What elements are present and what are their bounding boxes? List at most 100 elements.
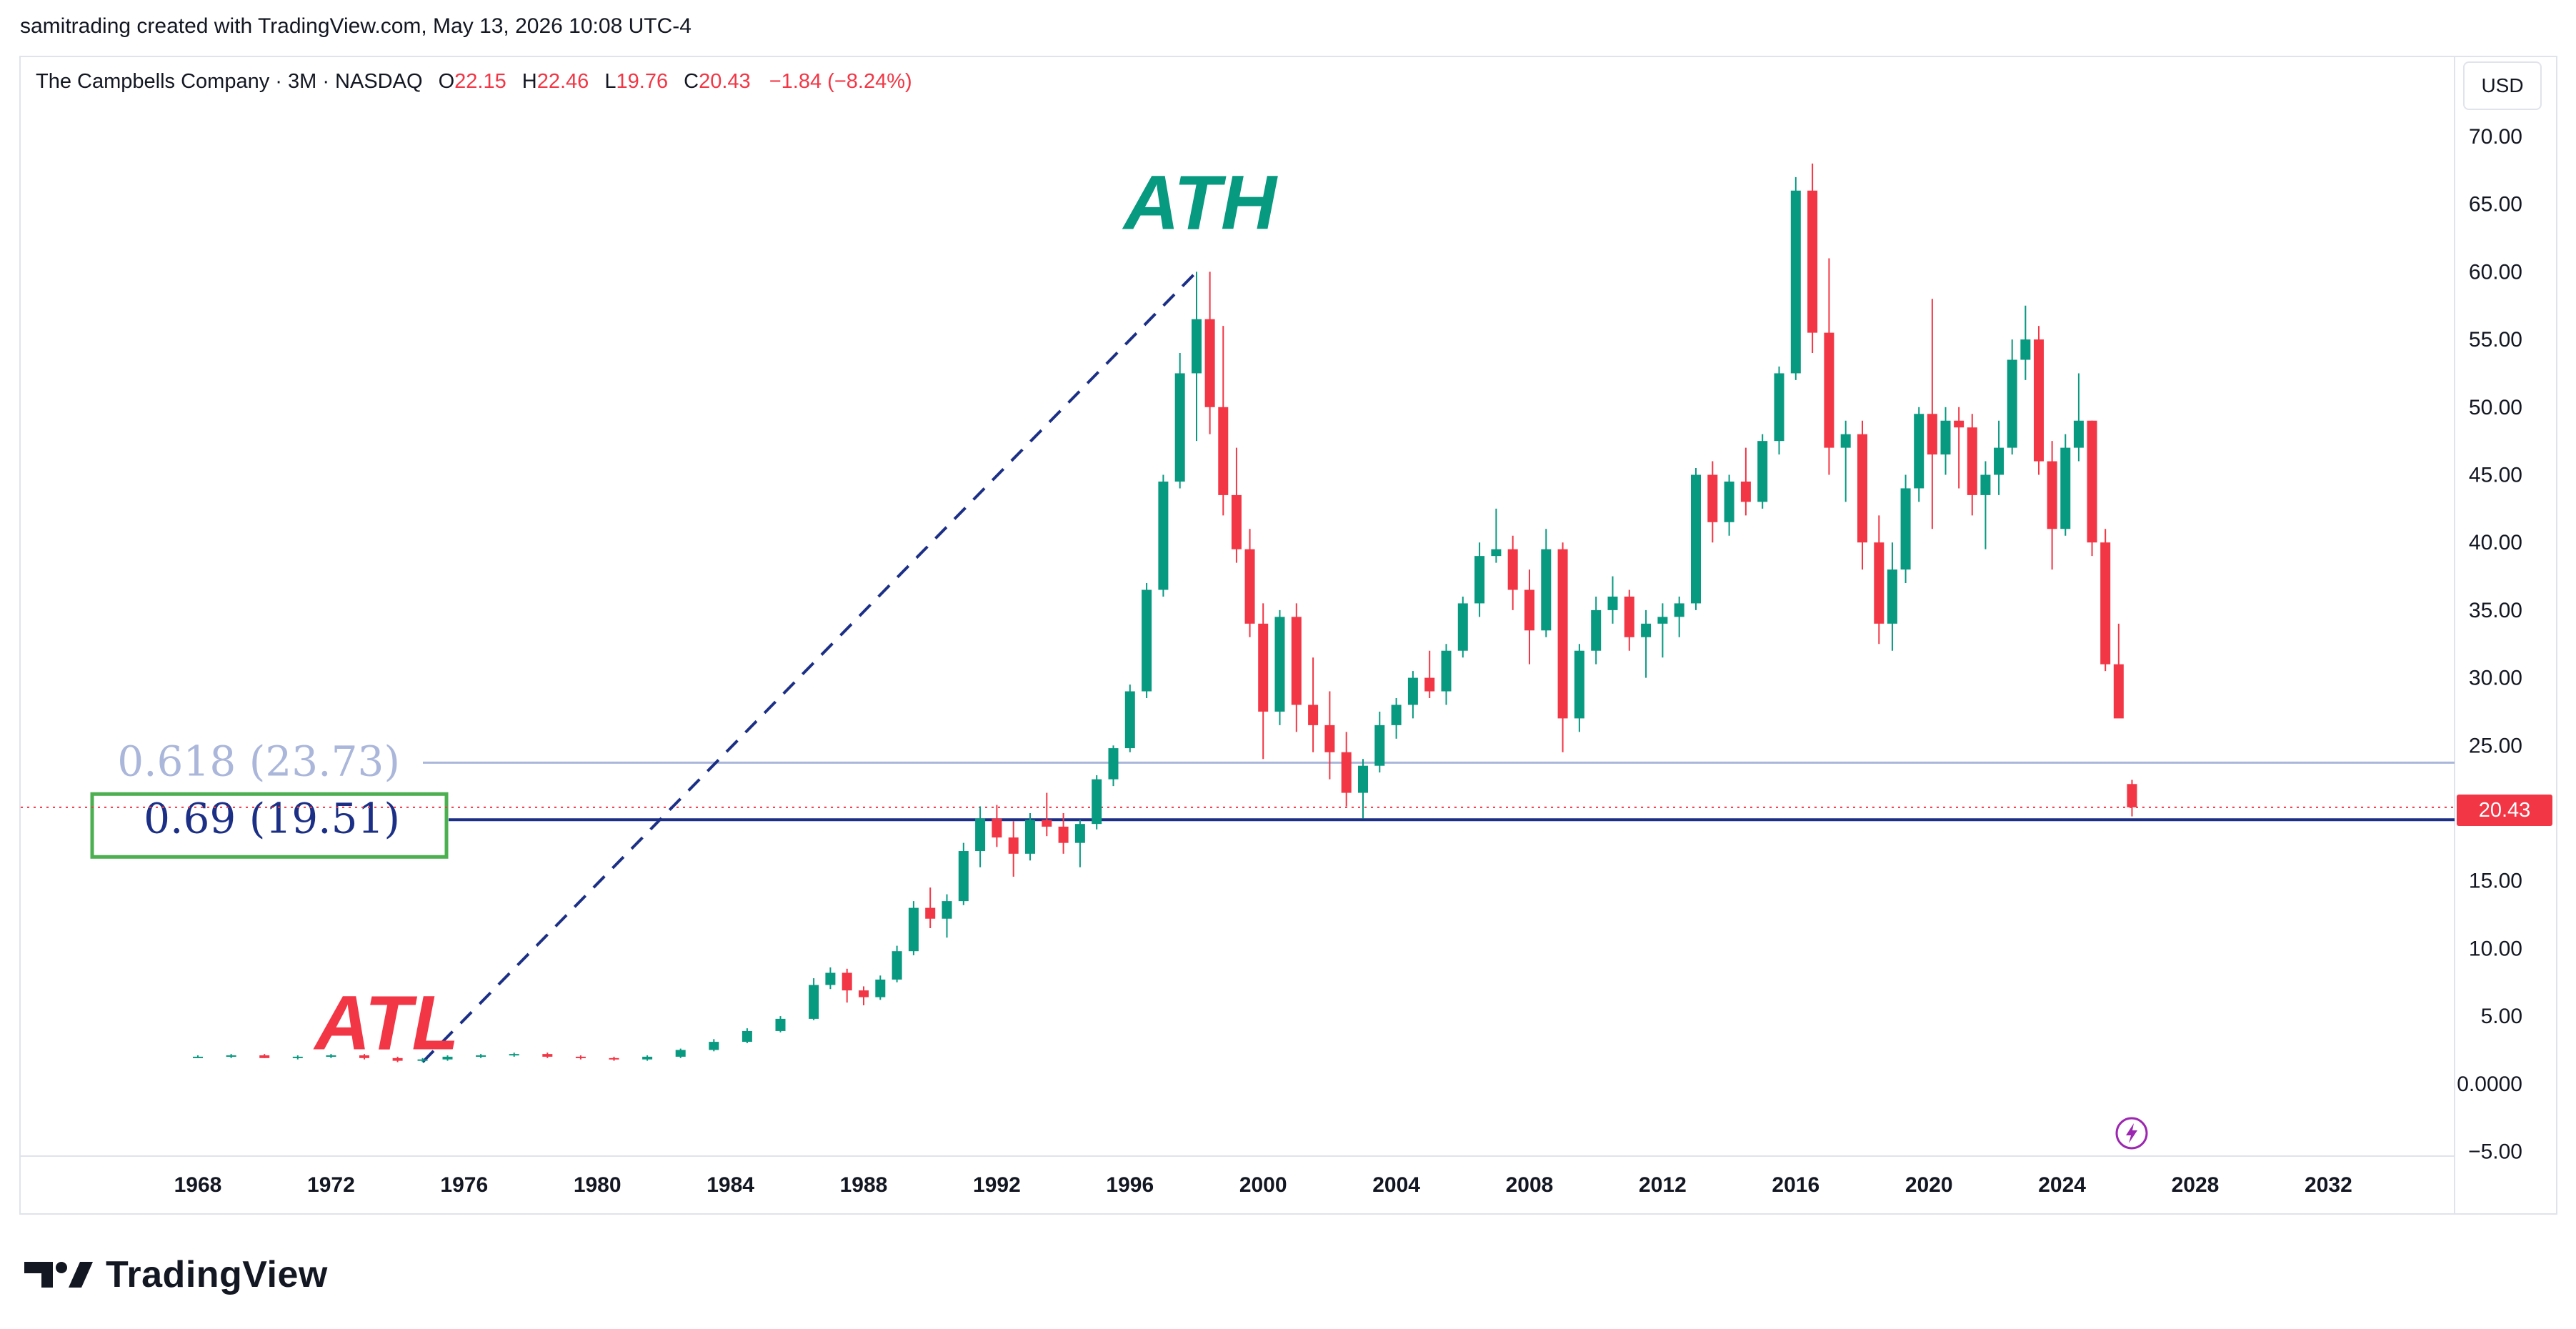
x-tick-label: 1968 (174, 1173, 222, 1197)
candle-down (859, 986, 869, 1005)
y-tick-label: 0.0000 (2457, 1072, 2522, 1096)
candle-up (1158, 474, 1169, 597)
candle-up (1441, 644, 1452, 705)
candle-down (1258, 603, 1269, 760)
candle-body (1674, 603, 1684, 617)
candle-body (1994, 447, 2005, 475)
candle-up (509, 1052, 519, 1057)
candle-up (1887, 542, 1897, 651)
candle-up (1358, 759, 1368, 819)
candle-down (992, 805, 1002, 847)
low-value: 19.76 (616, 70, 669, 93)
candle-body (1441, 650, 1452, 692)
candle-down (1324, 691, 1335, 780)
candle-body (2047, 461, 2057, 529)
candle-body (1691, 474, 1701, 604)
y-tick-label: 25.00 (2469, 734, 2522, 757)
candle-body (1358, 765, 1368, 793)
candle-up (1757, 434, 1768, 509)
candle-body (1927, 414, 1937, 455)
candle-down (1824, 258, 1834, 475)
candle-body (226, 1055, 236, 1057)
candle-body (642, 1056, 653, 1060)
x-tick-label: 2032 (2305, 1173, 2352, 1197)
candle-up (1940, 407, 1951, 475)
candle-body (542, 1054, 553, 1057)
candle-up (1674, 596, 1684, 637)
candle-body (1258, 623, 1269, 712)
candle-up (442, 1055, 453, 1061)
candle-body (1407, 677, 1418, 705)
candle-up (1914, 407, 1924, 502)
high-label: H (521, 70, 537, 93)
candle-body (1074, 824, 1085, 843)
candle-body (292, 1056, 303, 1058)
candle-up (1491, 508, 1502, 563)
candle-down (1424, 650, 1435, 699)
candle-body (575, 1056, 586, 1058)
annotations-layer: ATH ATL (313, 159, 1278, 1065)
candle-body (1231, 494, 1242, 549)
candle-down (1291, 603, 1302, 732)
candle-body (1857, 434, 1867, 543)
chart-pane[interactable] (19, 56, 2557, 1215)
candle-down (2087, 420, 2097, 557)
candle-down (1624, 589, 1634, 651)
lightning-icon[interactable] (2115, 1116, 2149, 1150)
candle-up (775, 1016, 786, 1032)
candle-up (709, 1039, 719, 1052)
candle-down (2033, 326, 2044, 475)
candle-body (1474, 556, 1485, 604)
open-label: O (438, 70, 455, 93)
candle-up (958, 842, 969, 905)
candle-up (2073, 373, 2084, 462)
candle-down (1557, 542, 1568, 752)
candle-body (942, 901, 952, 919)
candle-up (292, 1055, 303, 1060)
candle-down (1740, 447, 1751, 516)
candle-body (809, 985, 819, 1019)
candle-body (2113, 664, 2124, 719)
candle-body (1008, 837, 1019, 854)
currency-button[interactable]: USD (2463, 61, 2542, 110)
candle-body (975, 818, 986, 852)
change-value: −1.84 (−8.24%) (769, 70, 912, 93)
candle-up (326, 1054, 336, 1058)
fib-618-label: 0.618 (23.73) (117, 737, 400, 785)
candle-down (1927, 299, 1937, 529)
trendline-atl-ath (421, 271, 1198, 1063)
candle-up (1108, 745, 1119, 787)
candle-body (1757, 441, 1768, 502)
candle-body (859, 990, 869, 997)
candle-body (2007, 359, 2017, 448)
candle-down (2127, 780, 2137, 817)
candle-body (1308, 705, 1319, 725)
candle-down (1524, 569, 1534, 664)
candle-body (476, 1055, 486, 1057)
tradingview-brand[interactable]: TradingView (24, 1252, 328, 1298)
candle-down (2113, 623, 2124, 719)
y-tick-label: 50.00 (2469, 396, 2522, 419)
candle-body (2127, 784, 2137, 807)
last-price-badge: 20.43 (2457, 795, 2552, 826)
candle-body (1507, 549, 1518, 590)
candle-down (392, 1056, 403, 1062)
candle-body (1391, 705, 1402, 725)
candle-down (1204, 272, 1215, 434)
symbol-legend[interactable]: The Campbells Company · 3M · NASDAQ O22.… (36, 70, 912, 94)
candle-body (2100, 542, 2111, 664)
candle-body (2073, 420, 2084, 448)
candle-up (1840, 420, 1851, 502)
y-tick-label: 55.00 (2469, 328, 2522, 352)
candle-body (1887, 569, 1897, 624)
candle-body (1967, 427, 1977, 495)
x-tick-label: 2028 (2172, 1173, 2220, 1197)
candle-down (2047, 441, 2057, 570)
symbol-name: The Campbells Company · 3M · NASDAQ (36, 70, 423, 93)
candle-up (1374, 711, 1385, 773)
x-tick-label: 1988 (840, 1173, 888, 1197)
candle-down (1308, 657, 1319, 752)
candle-up (193, 1055, 203, 1058)
candle-down (1042, 792, 1052, 837)
